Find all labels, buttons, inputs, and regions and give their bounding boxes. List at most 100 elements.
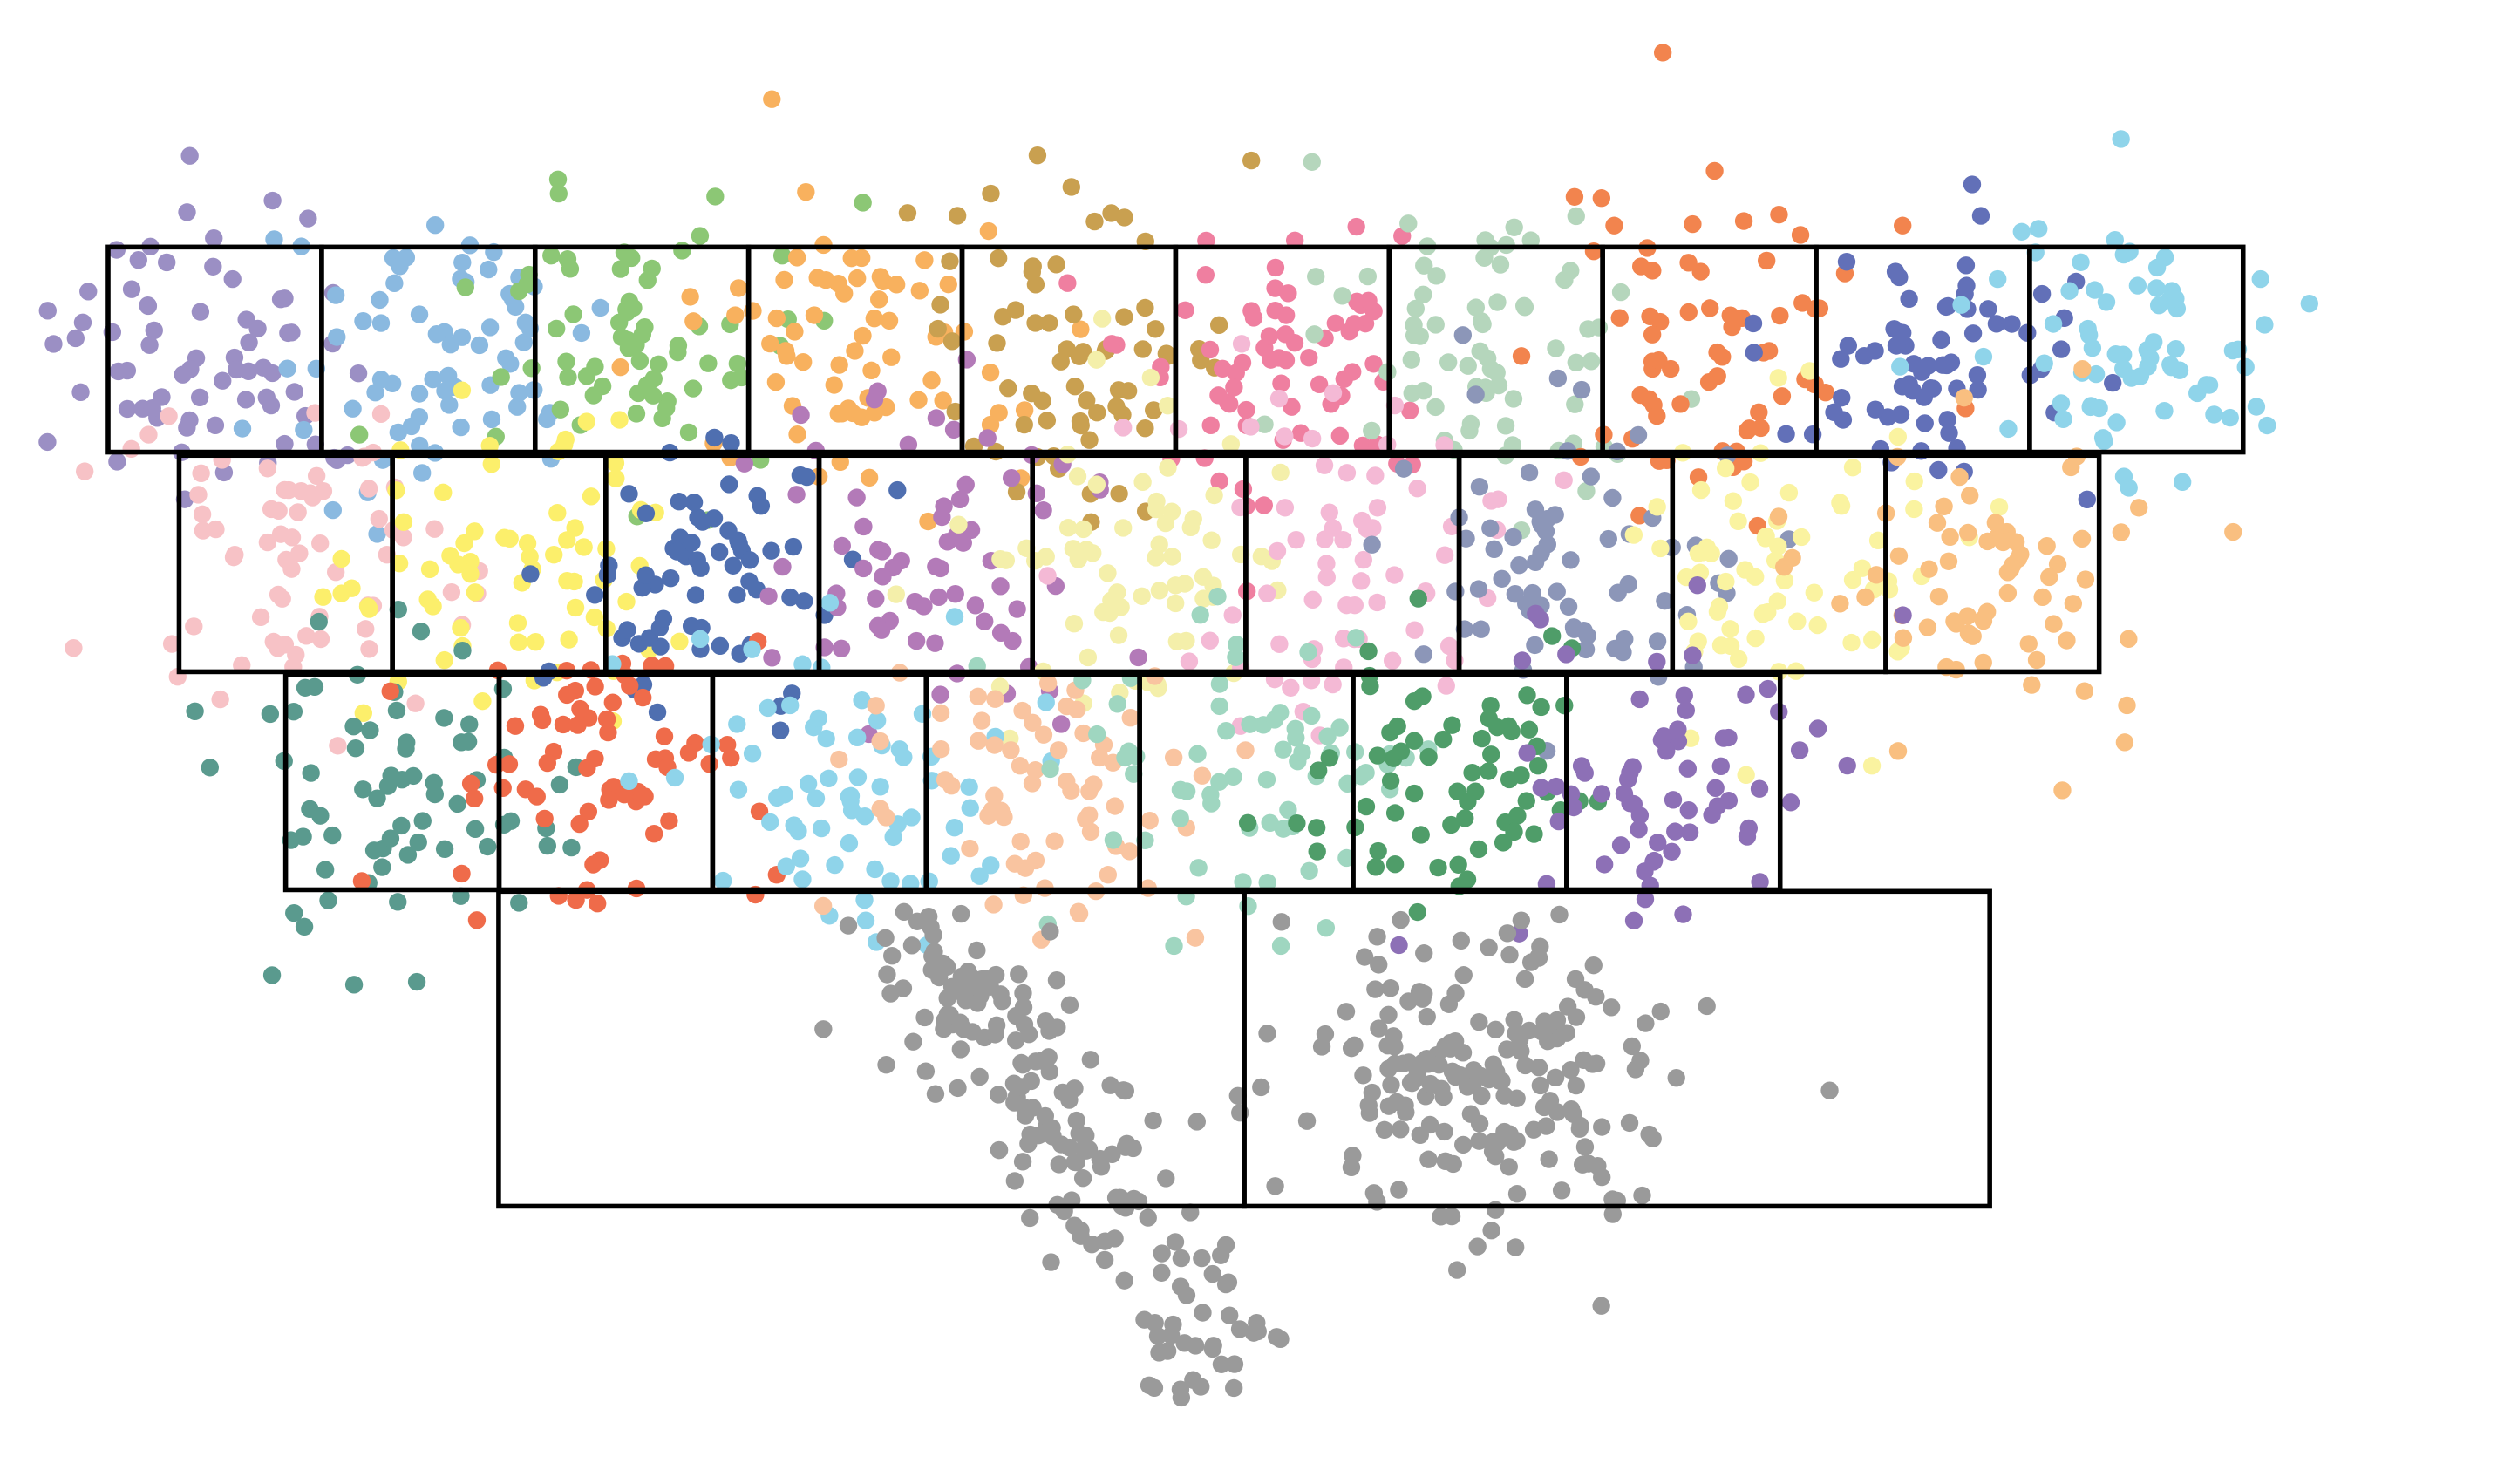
dot: [1037, 693, 1055, 711]
dot: [1688, 575, 1706, 595]
dot: [1272, 913, 1290, 931]
dot: [1261, 813, 1279, 832]
dot: [793, 870, 812, 888]
dot: [981, 364, 1000, 382]
dot: [1773, 387, 1792, 405]
dot: [538, 410, 556, 429]
dot: [326, 286, 345, 304]
dot: [1935, 497, 1953, 515]
dot: [344, 976, 364, 994]
dot: [1487, 1020, 1505, 1039]
dot: [1385, 804, 1405, 822]
dot: [387, 481, 405, 500]
dot: [1559, 597, 1578, 616]
dot: [1664, 791, 1683, 809]
dot: [1414, 382, 1433, 400]
dot: [1007, 482, 1026, 501]
dot: [44, 335, 63, 353]
dot: [1680, 823, 1699, 841]
dot: [1180, 652, 1199, 671]
dot: [2173, 473, 2192, 492]
dot: [466, 820, 485, 839]
dot: [1624, 794, 1643, 813]
dot: [265, 230, 283, 248]
dot: [1102, 204, 1120, 222]
dot: [848, 728, 867, 747]
dot: [657, 398, 676, 418]
dot: [1434, 730, 1453, 749]
dot: [1592, 189, 1611, 208]
dot: [1435, 1122, 1453, 1141]
dot: [2107, 413, 2126, 432]
dot: [1623, 758, 1642, 776]
dot: [434, 483, 453, 502]
dot: [1648, 406, 1666, 425]
dot: [292, 482, 310, 500]
dot: [877, 1056, 895, 1074]
dot: [1024, 713, 1042, 732]
dot: [579, 802, 598, 821]
dot: [1363, 421, 1381, 440]
dot: [2062, 458, 2080, 477]
dot: [1315, 456, 1334, 474]
dot: [1121, 709, 1140, 727]
dot: [1754, 604, 1773, 623]
dot: [763, 90, 781, 108]
dot: [990, 1140, 1009, 1160]
dot: [990, 404, 1008, 422]
dot: [1257, 770, 1276, 789]
dot: [295, 917, 314, 936]
dot: [1734, 212, 1753, 230]
dot: [856, 911, 875, 929]
dot: [874, 568, 892, 586]
dot: [1065, 615, 1084, 633]
dot: [2236, 357, 2255, 377]
dot: [1952, 296, 1970, 314]
dot: [1344, 363, 1362, 381]
dot: [1548, 582, 1566, 601]
dot: [160, 407, 178, 425]
dot: [1534, 1098, 1554, 1117]
dot: [982, 856, 1000, 875]
dot: [390, 554, 409, 573]
dot: [1047, 970, 1066, 990]
dot: [787, 248, 806, 267]
dot: [729, 279, 748, 297]
dot: [1026, 1052, 1045, 1071]
dot: [1005, 1172, 1024, 1190]
dot: [501, 355, 520, 373]
dot: [668, 542, 686, 561]
dot: [1562, 1060, 1580, 1079]
dot: [1067, 1111, 1085, 1130]
dot: [251, 608, 270, 627]
dot: [452, 618, 470, 637]
dot: [1165, 936, 1183, 956]
dot: [1582, 467, 1600, 486]
dot: [670, 632, 689, 650]
dot: [931, 559, 949, 578]
dot: [1611, 836, 1630, 854]
dot: [1169, 419, 1188, 439]
dot: [931, 704, 950, 723]
dot: [794, 353, 813, 371]
dot: [1012, 1053, 1031, 1072]
dot: [1413, 687, 1432, 705]
dot: [1738, 827, 1757, 846]
dot: [310, 612, 328, 631]
dot: [1435, 436, 1453, 454]
dot: [1463, 764, 1481, 782]
dot: [853, 408, 871, 426]
dot: [1390, 936, 1408, 955]
dot: [385, 274, 404, 293]
dot: [1002, 469, 1021, 487]
dot: [1113, 405, 1132, 424]
dot: [1016, 1106, 1035, 1125]
dot: [735, 454, 753, 473]
dot: [1225, 378, 1243, 397]
dot: [867, 697, 885, 715]
dot: [2205, 405, 2223, 424]
dot: [1164, 1315, 1182, 1334]
dot: [644, 825, 663, 843]
dot: [1447, 1261, 1466, 1279]
dot: [1412, 826, 1430, 844]
